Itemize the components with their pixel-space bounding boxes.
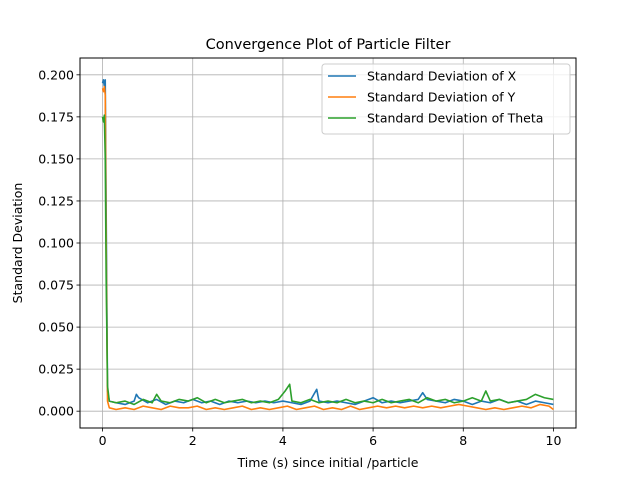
x-tick-label: 4 [279, 433, 287, 448]
y-tick-label: 0.200 [38, 67, 74, 82]
y-tick-label: 0.000 [38, 404, 74, 419]
y-tick-label: 0.075 [38, 278, 74, 293]
x-tick-label: 6 [369, 433, 377, 448]
legend-label: Standard Deviation of Theta [367, 111, 543, 126]
legend-box [321, 63, 571, 135]
y-tick-label: 0.175 [38, 109, 74, 124]
series-line-2 [101, 85, 554, 411]
x-tick-label: 10 [546, 433, 562, 448]
series-line-3 [101, 114, 554, 406]
y-tick-label: 0.100 [38, 236, 74, 251]
y-tick-label: 0.050 [38, 320, 74, 335]
legend-label: Standard Deviation of X [367, 69, 517, 84]
y-tick-label: 0.150 [38, 151, 74, 166]
y-tick-label: 0.025 [38, 362, 74, 377]
y-tick-label: 0.125 [38, 193, 74, 208]
y-axis-label: Standard Deviation [10, 183, 25, 304]
series-line-1 [101, 79, 554, 406]
x-axis-label: Time (s) since initial /particle [237, 455, 419, 470]
legend: Standard Deviation of X Standard Deviatio… [321, 63, 571, 135]
x-tick-label: 8 [459, 433, 467, 448]
axis-ticks: 0 2 4 6 8 10 0.000 0.025 0.050 0.075 0.100 0.125 0.1… [38, 67, 561, 448]
chart-title: Convergence Plot of Particle Filter [206, 37, 451, 53]
x-tick-label: 0 [99, 433, 107, 448]
x-tick-label: 2 [189, 433, 197, 448]
legend-label: Standard Deviation of Y [367, 90, 516, 105]
plot-series [101, 79, 554, 411]
